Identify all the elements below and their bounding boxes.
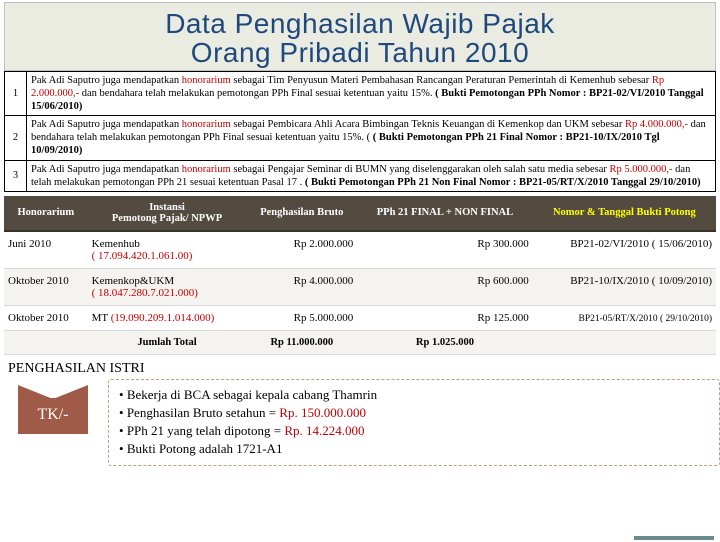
summary-header-row: Honorarium Instansi Pemotong Pajak/ NPWP…	[4, 196, 716, 231]
desc-no: 1	[5, 71, 27, 115]
cell-instansi: Kemenhub( 17.094.420.1.061.00)	[88, 231, 247, 269]
cell-period: Oktober 2010	[4, 268, 88, 305]
cell-period: Juni 2010	[4, 231, 88, 269]
cell-bruto: Rp 5.000.000	[246, 305, 357, 330]
summary-row: Oktober 2010MT (19.090.209.1.014.000)Rp …	[4, 305, 716, 330]
summary-table: Honorarium Instansi Pemotong Pajak/ NPWP…	[4, 196, 716, 355]
tk-label: TK/-	[18, 398, 88, 434]
ribbon-shape	[18, 385, 88, 399]
col-bukti: Nomor & Tanggal Bukti Potong	[533, 196, 716, 231]
istri-line4: • Bukti Potong adalah 1721-A1	[119, 440, 709, 458]
cell-bruto: Rp 4.000.000	[246, 268, 357, 305]
cell-bukti: BP21-05/RT/X/2010 ( 29/10/2010)	[533, 305, 716, 330]
cell-pph: Rp 600.000	[357, 268, 533, 305]
summary-row: Oktober 2010Kemenkop&UKM( 18.047.280.7.0…	[4, 268, 716, 305]
col-pph: PPh 21 FINAL + NON FINAL	[357, 196, 533, 231]
summary-total-row: Jumlah TotalRp 11.000.000Rp 1.025.000	[4, 330, 716, 354]
description-table: 1Pak Adi Saputro juga mendapatkan honora…	[4, 71, 716, 192]
tk-badge: TK/-	[18, 385, 88, 434]
title-line2: Orang Pribadi Tahun 2010	[191, 37, 529, 68]
summary-row: Juni 2010Kemenhub( 17.094.420.1.061.00)R…	[4, 231, 716, 269]
desc-row: 2Pak Adi Saputro juga mendapatkan honora…	[5, 116, 716, 160]
total-pph: Rp 1.025.000	[357, 330, 533, 354]
total-label: Jumlah Total	[88, 330, 247, 354]
cell-bruto: Rp 2.000.000	[246, 231, 357, 269]
col-instansi: Instansi Pemotong Pajak/ NPWP	[88, 196, 247, 231]
istri-line1: • Bekerja di BCA sebagai kepala cabang T…	[119, 386, 709, 404]
desc-text: Pak Adi Saputro juga mendapatkan honorar…	[27, 116, 716, 160]
istri-details: • Bekerja di BCA sebagai kepala cabang T…	[108, 379, 720, 466]
title-line1: Data Penghasilan Wajib Pajak	[165, 8, 555, 39]
cell-bukti: BP21-10/IX/2010 ( 10/09/2010)	[533, 268, 716, 305]
cell-period: Oktober 2010	[4, 305, 88, 330]
footer-accent	[634, 536, 714, 540]
page-title: Data Penghasilan Wajib Pajak Orang Priba…	[5, 9, 715, 68]
istri-line2: • Penghasilan Bruto setahun = Rp. 150.00…	[119, 404, 709, 422]
cell-instansi: Kemenkop&UKM( 18.047.280.7.021.000)	[88, 268, 247, 305]
page-title-bar: Data Penghasilan Wajib Pajak Orang Priba…	[4, 2, 716, 71]
istri-block: TK/- • Bekerja di BCA sebagai kepala cab…	[8, 379, 720, 466]
desc-no: 3	[5, 160, 27, 191]
cell-bukti: BP21-02/VI/2010 ( 15/06/2010)	[533, 231, 716, 269]
total-bruto: Rp 11.000.000	[246, 330, 357, 354]
cell-pph: Rp 125.000	[357, 305, 533, 330]
cell-pph: Rp 300.000	[357, 231, 533, 269]
desc-text: Pak Adi Saputro juga mendapatkan honorar…	[27, 160, 716, 191]
desc-row: 3Pak Adi Saputro juga mendapatkan honora…	[5, 160, 716, 191]
istri-line3: • PPh 21 yang telah dipotong = Rp. 14.22…	[119, 422, 709, 440]
cell-instansi: MT (19.090.209.1.014.000)	[88, 305, 247, 330]
desc-row: 1Pak Adi Saputro juga mendapatkan honora…	[5, 71, 716, 115]
desc-no: 2	[5, 116, 27, 160]
desc-text: Pak Adi Saputro juga mendapatkan honorar…	[27, 71, 716, 115]
col-bruto: Penghasilan Bruto	[246, 196, 357, 231]
col-honorarium: Honorarium	[4, 196, 88, 231]
istri-header: PENGHASILAN ISTRI	[8, 361, 720, 377]
